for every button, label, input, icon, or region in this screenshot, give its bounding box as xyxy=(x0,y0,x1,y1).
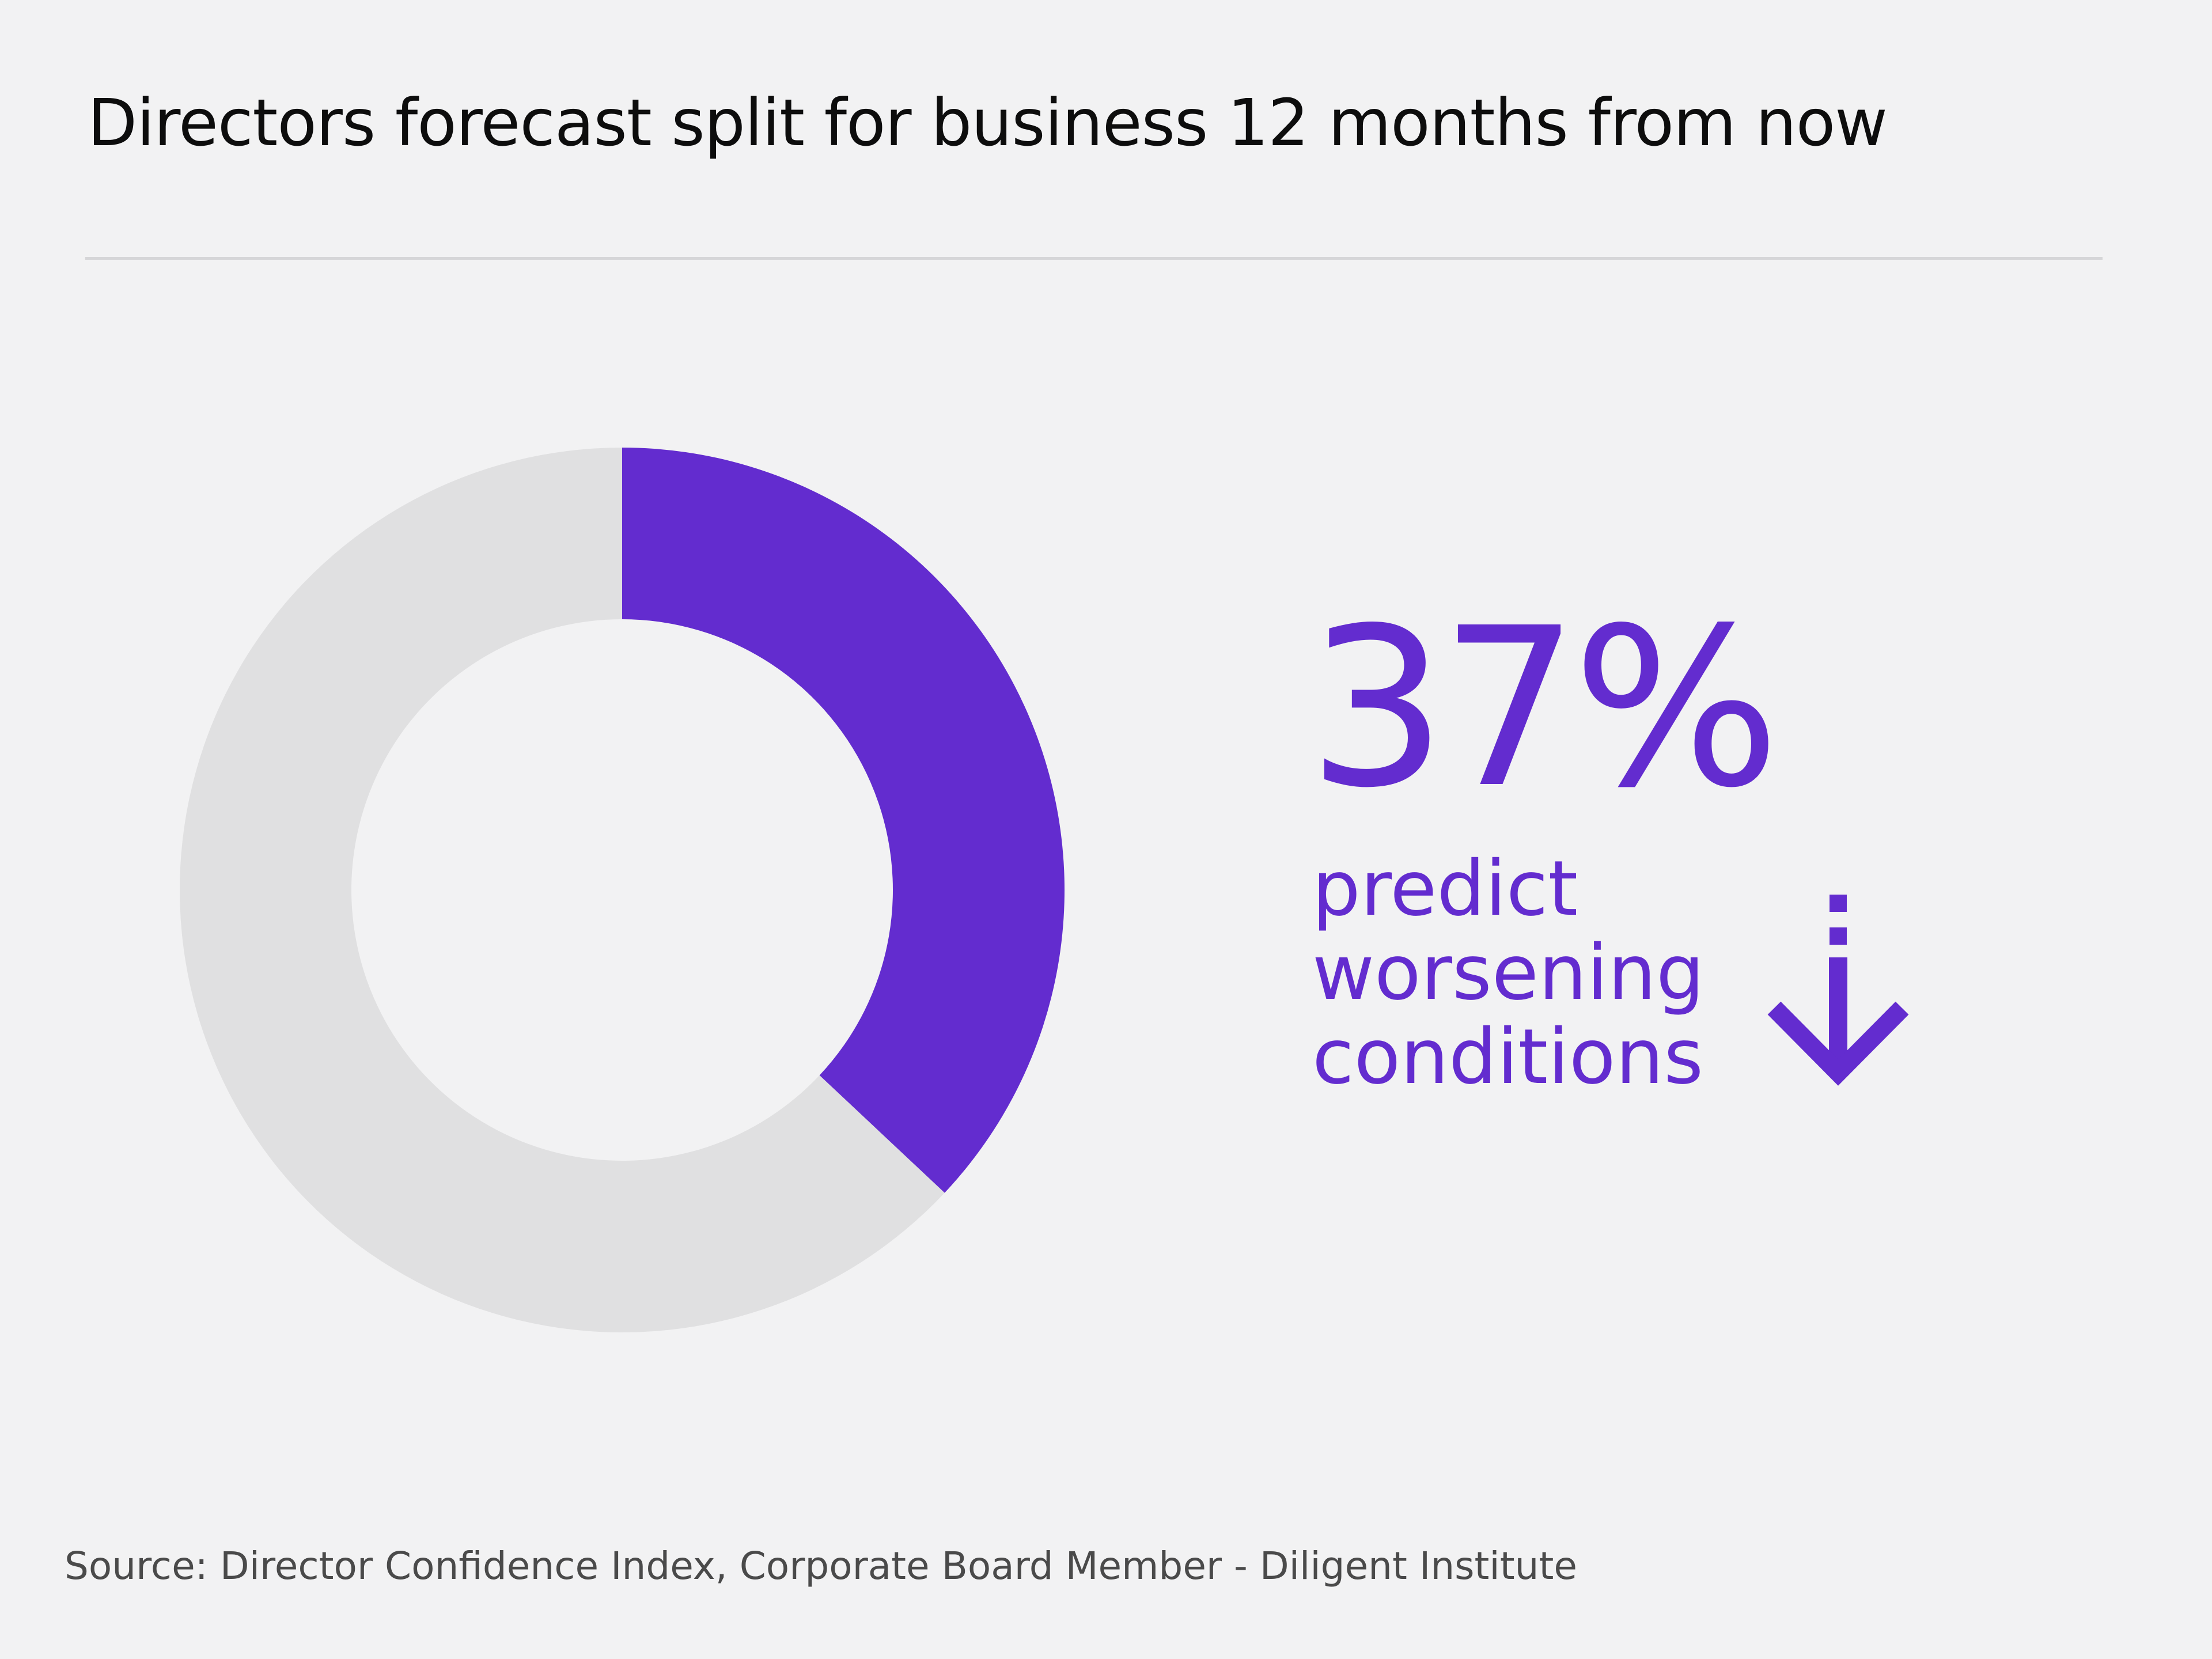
arrow-down-icon xyxy=(1767,895,1909,1086)
donut-chart xyxy=(179,448,1065,1332)
caption-line: predict xyxy=(1312,844,1578,933)
highlight-caption: predict worsening conditions xyxy=(1312,847,1705,1099)
source-note: Source: Director Confidence Index, Corpo… xyxy=(65,1544,1577,1588)
chart-title: Directors forecast split for business 12… xyxy=(88,86,1888,161)
donut-slice-remainder xyxy=(179,448,945,1332)
caption-line: worsening xyxy=(1312,929,1705,1017)
donut-slice-highlight xyxy=(622,448,1065,1193)
title-divider xyxy=(85,257,2103,260)
highlight-value: 37% xyxy=(1308,581,1781,836)
caption-line: conditions xyxy=(1312,1013,1704,1101)
